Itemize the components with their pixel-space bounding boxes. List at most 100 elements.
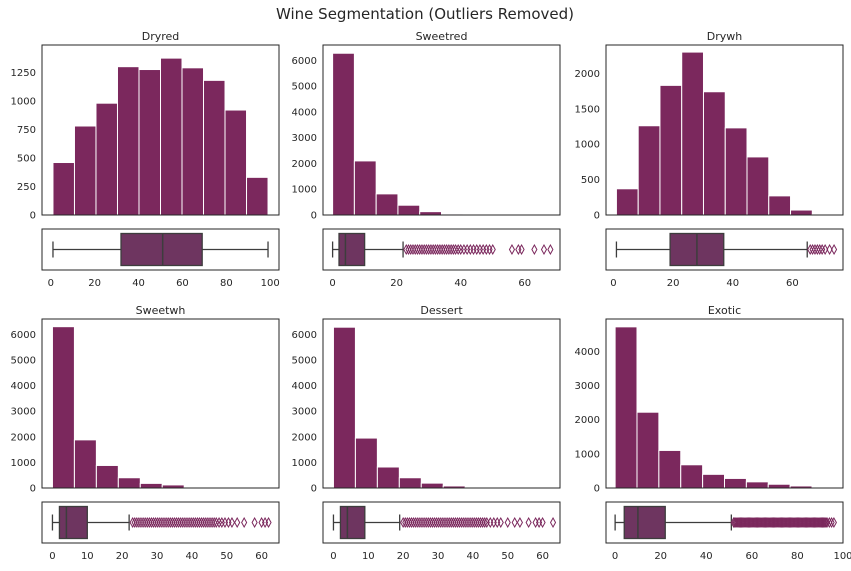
outlier-point bbox=[265, 516, 272, 529]
outlier-point bbox=[433, 516, 440, 529]
outlier-point bbox=[409, 243, 417, 256]
outlier-point bbox=[158, 516, 165, 529]
histogram-bar bbox=[680, 464, 704, 489]
y-tick-label: 750 bbox=[17, 125, 36, 136]
outlier-point bbox=[196, 516, 203, 529]
outlier-point bbox=[454, 516, 461, 529]
outlier-point bbox=[458, 516, 465, 529]
histogram-bar bbox=[724, 477, 747, 489]
histogram-bar bbox=[246, 176, 269, 216]
outlier-point bbox=[444, 516, 451, 529]
outlier-point bbox=[473, 243, 480, 256]
outlier-point bbox=[163, 516, 170, 529]
panel-dessert: Dessert 0 1000 2000 3000 4000 5000 6000 0 10 20 30 4… bbox=[292, 304, 561, 562]
histogram-frame bbox=[41, 44, 280, 216]
y-tick-label: 0 bbox=[594, 211, 600, 222]
outlier-point bbox=[423, 243, 430, 256]
x-tick-label: 60 bbox=[518, 278, 531, 289]
histogram-bar bbox=[659, 84, 683, 216]
box-iqr bbox=[120, 232, 203, 267]
outlier-point bbox=[169, 516, 176, 529]
outlier-point bbox=[144, 516, 151, 529]
histogram-bar bbox=[332, 52, 355, 216]
outlier-point bbox=[171, 516, 178, 529]
outlier-point bbox=[406, 516, 413, 529]
histogram-bar bbox=[181, 67, 205, 216]
outlier-point bbox=[432, 243, 439, 256]
histogram-bar bbox=[681, 51, 704, 216]
outlier-point bbox=[234, 516, 241, 529]
outlier-point bbox=[154, 516, 161, 529]
outlier-point bbox=[547, 243, 554, 256]
histogram-bar bbox=[745, 481, 769, 489]
outlier-point bbox=[821, 516, 828, 529]
histogram-bar bbox=[636, 411, 660, 489]
x-tick-label: 20 bbox=[88, 278, 101, 289]
panel-title: Dessert bbox=[420, 304, 463, 317]
x-tick-label: 60 bbox=[536, 551, 549, 562]
y-tick-label: 1000 bbox=[11, 458, 36, 469]
outlier-point bbox=[470, 243, 477, 256]
panel-title: Exotic bbox=[708, 304, 741, 317]
panel-sweetwh: Sweetwh 0 1000 2000 3000 4000 5000 6000 0 10 20 30 4… bbox=[11, 304, 280, 562]
outlier-point bbox=[131, 516, 138, 529]
histogram-bar bbox=[139, 482, 163, 489]
outlier-point bbox=[486, 243, 493, 256]
outlier-point bbox=[186, 516, 193, 529]
histogram-frame bbox=[322, 318, 561, 489]
outlier-point bbox=[146, 516, 153, 529]
outlier-point bbox=[175, 516, 182, 529]
x-tick-label: 0 bbox=[48, 278, 54, 289]
y-tick-label: 1500 bbox=[575, 104, 600, 115]
boxplot-frame bbox=[605, 501, 844, 544]
panel-sweetred: Sweetred 0 1000 2000 3000 4000 5000 6000 0 20 40 60 bbox=[292, 30, 561, 289]
outlier-point bbox=[434, 243, 441, 256]
y-tick-label: 6000 bbox=[292, 56, 317, 67]
panel-exotic: Exotic 0 1000 2000 3000 4000 0 20 40 60 80 100 bbox=[575, 304, 851, 562]
outlier-point bbox=[412, 516, 419, 529]
outlier-point bbox=[489, 243, 496, 256]
outlier-point bbox=[814, 243, 821, 256]
y-tick-label: 1000 bbox=[575, 449, 600, 460]
outlier-point bbox=[431, 516, 438, 529]
histogram-bar bbox=[746, 156, 770, 216]
outlier-point bbox=[473, 516, 480, 529]
histogram-bar bbox=[615, 188, 639, 216]
x-tick-label: 0 bbox=[330, 551, 336, 562]
outlier-point bbox=[830, 516, 837, 529]
y-tick-label: 500 bbox=[581, 175, 600, 186]
outlier-point bbox=[436, 243, 443, 256]
y-tick-label: 2000 bbox=[575, 69, 600, 80]
x-tick-label: 50 bbox=[501, 551, 514, 562]
boxplot-frame bbox=[322, 228, 561, 271]
x-tick-label: 40 bbox=[700, 551, 713, 562]
histogram-bar bbox=[160, 57, 183, 216]
histogram-bar bbox=[353, 160, 377, 216]
outlier-point bbox=[536, 516, 543, 529]
outlier-point bbox=[448, 243, 455, 256]
y-tick-label: 500 bbox=[17, 153, 36, 164]
histogram-bar bbox=[51, 326, 75, 489]
boxplot-frame bbox=[605, 228, 844, 271]
outlier-point bbox=[179, 516, 186, 529]
outlier-point bbox=[469, 516, 476, 529]
y-tick-label: 0 bbox=[311, 484, 317, 495]
outlier-point bbox=[464, 516, 472, 529]
x-tick-label: 40 bbox=[467, 551, 480, 562]
x-tick-label: 20 bbox=[116, 551, 129, 562]
y-tick-label: 3000 bbox=[575, 381, 600, 392]
outlier-point bbox=[430, 243, 437, 256]
histogram-bar bbox=[397, 204, 421, 216]
x-tick-label: 80 bbox=[220, 278, 233, 289]
outlier-point bbox=[807, 243, 814, 256]
histogram-bar bbox=[790, 209, 813, 216]
histogram-bar bbox=[658, 449, 682, 489]
histogram-bar bbox=[637, 125, 661, 216]
y-tick-label: 4000 bbox=[575, 347, 600, 358]
outlier-point bbox=[192, 516, 199, 529]
x-tick-label: 100 bbox=[261, 278, 280, 289]
outlier-point bbox=[460, 516, 467, 529]
histogram-bar bbox=[398, 477, 422, 489]
outlier-point bbox=[414, 243, 421, 256]
